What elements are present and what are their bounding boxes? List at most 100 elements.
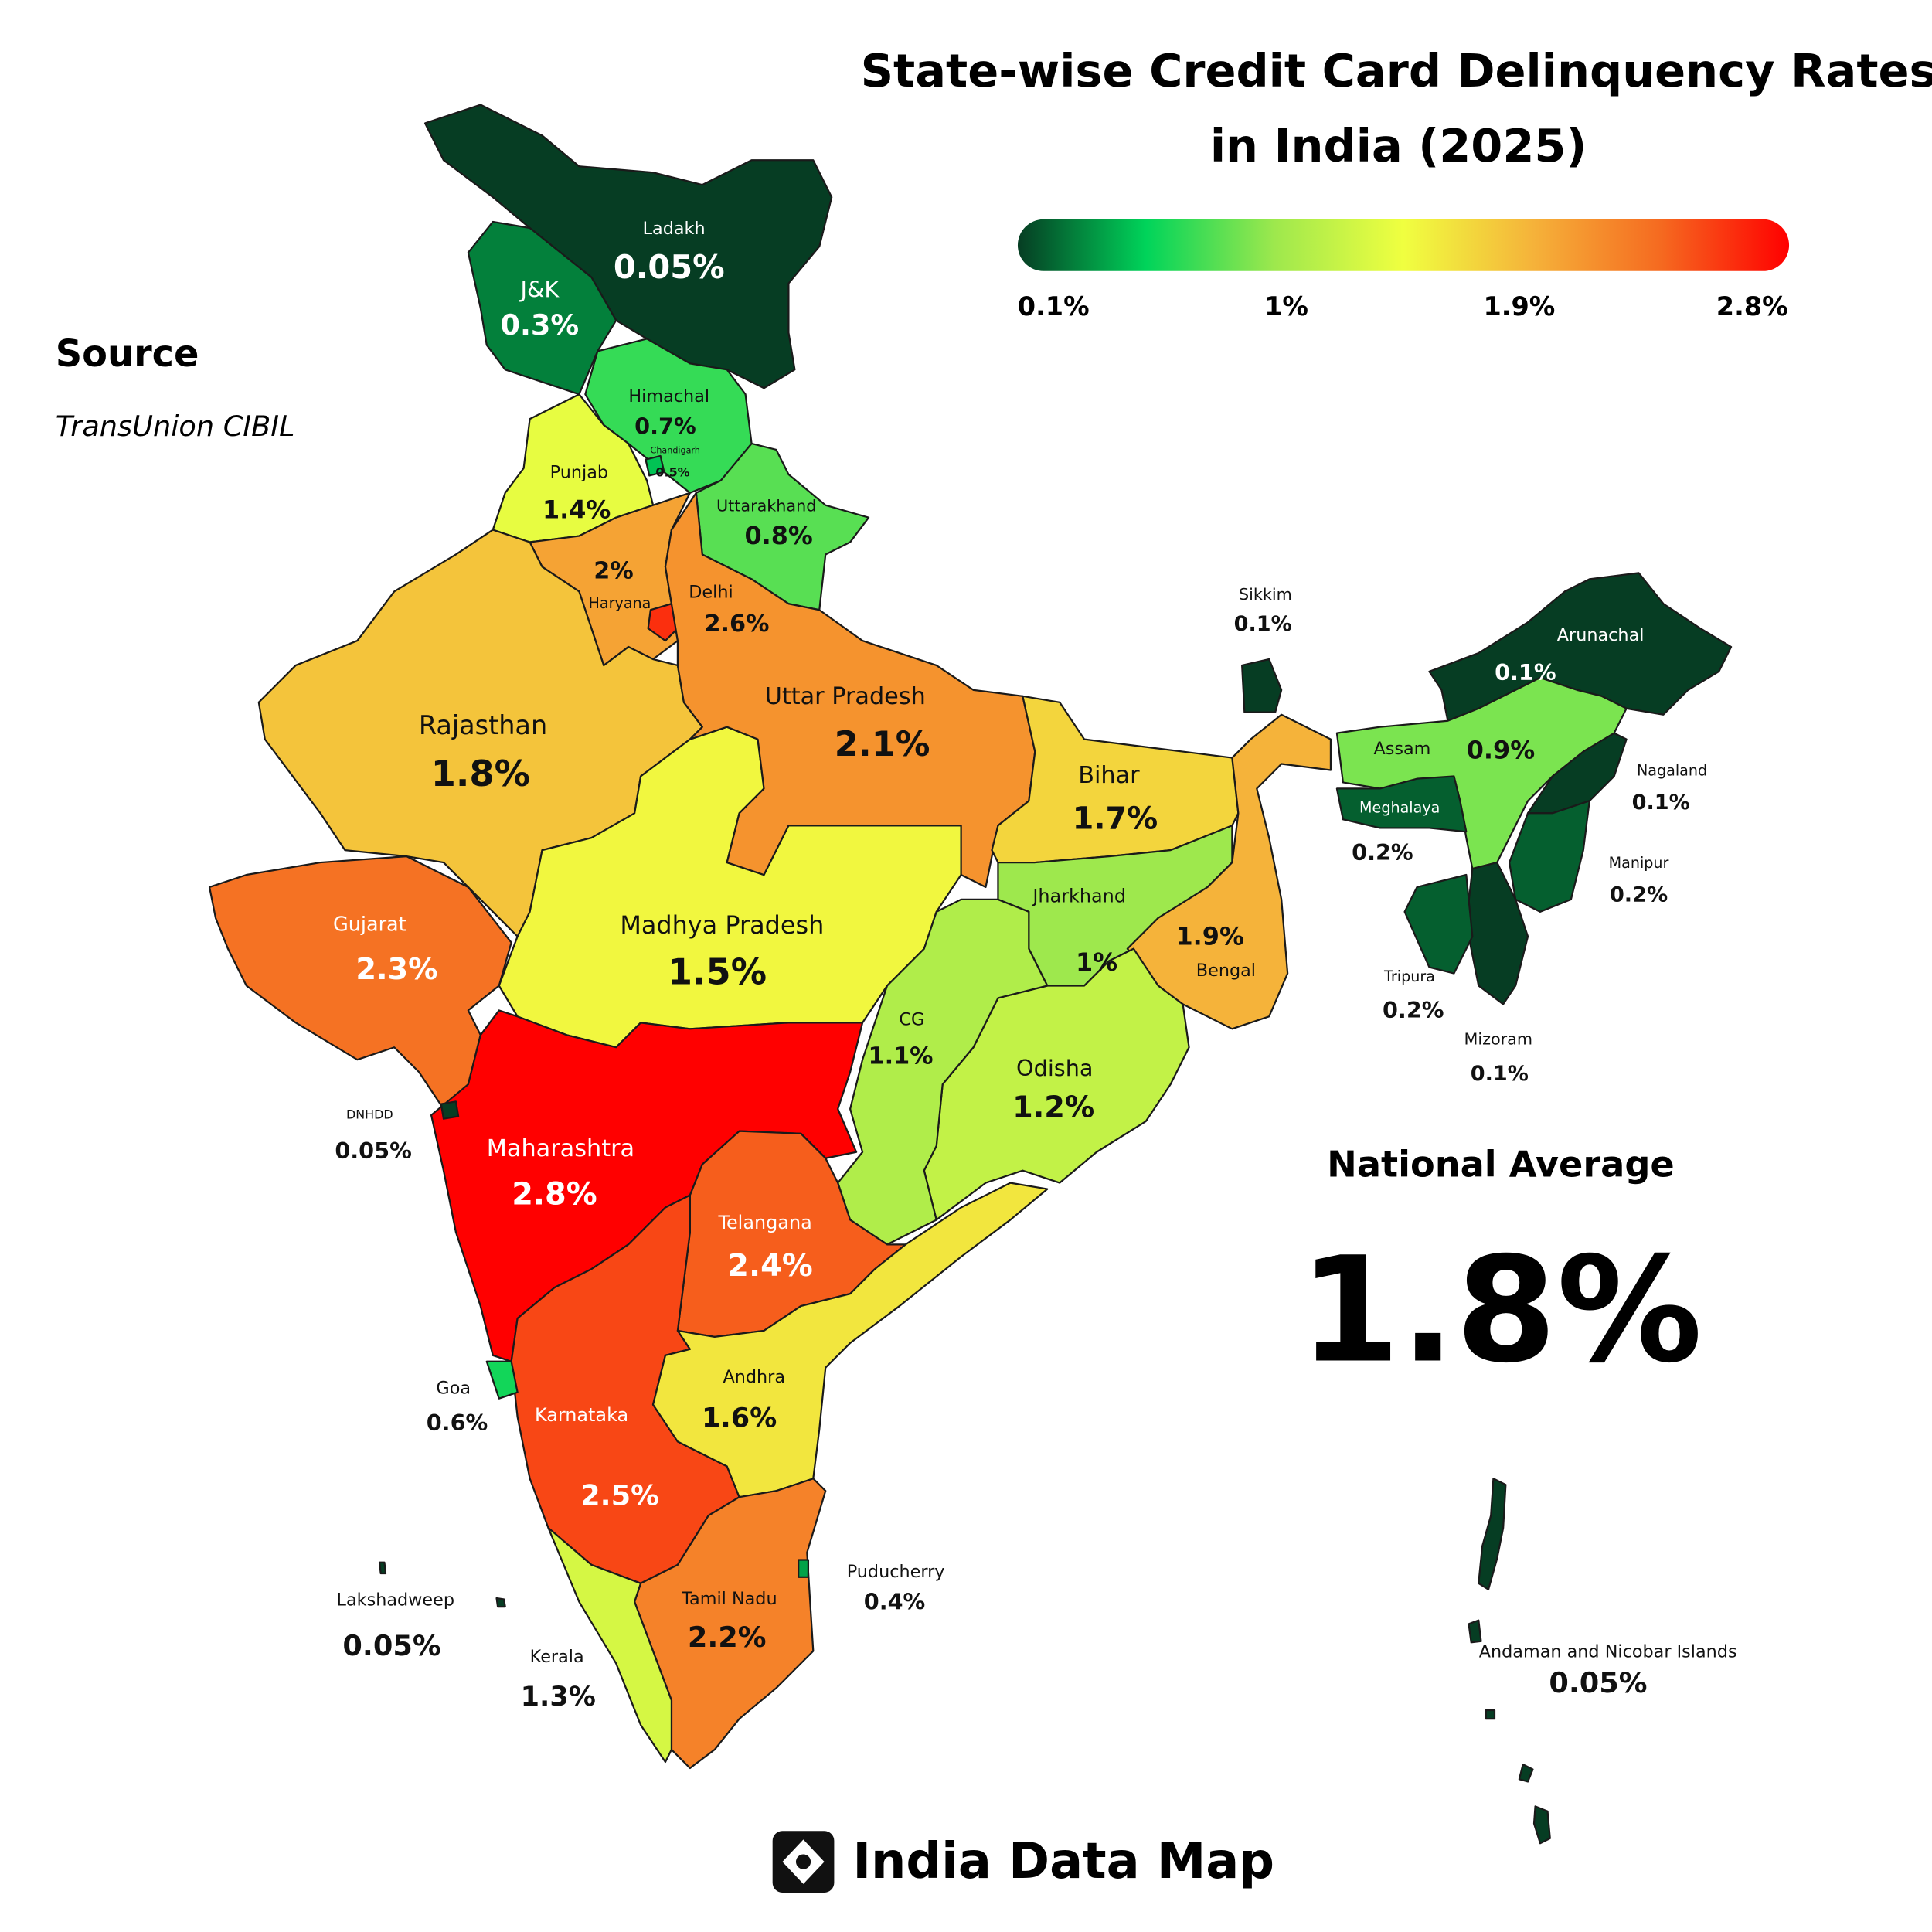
region-value: 1.8% <box>431 753 530 794</box>
region-name: Mizoram <box>1464 1030 1532 1049</box>
region-name: DNHDD <box>346 1107 393 1121</box>
region-value: 1.1% <box>869 1043 934 1070</box>
region-name: Punjab <box>550 463 608 483</box>
region <box>1241 658 1283 713</box>
region <box>651 1182 1049 1498</box>
region-value: 1.6% <box>702 1403 777 1434</box>
source-heading: Source <box>56 333 199 376</box>
region-name: Odisha <box>1016 1055 1093 1081</box>
colorbar-tick-label: 1.9% <box>1483 291 1555 321</box>
region-value: 0.05% <box>614 249 725 286</box>
region-name: Manipur <box>1609 854 1669 872</box>
region <box>664 492 1036 889</box>
region-value: 2.6% <box>704 611 769 638</box>
map <box>208 104 1733 1845</box>
region-name: Uttar Pradesh <box>765 683 926 710</box>
region-value: 0.8% <box>744 521 812 550</box>
title-line: State-wise Credit Card Delinquency Rates <box>861 44 1932 97</box>
region <box>1532 1805 1551 1845</box>
region-name: Himachal <box>628 386 709 406</box>
region-name: Ladakh <box>643 219 706 239</box>
region-name: Chandigarh <box>651 446 700 456</box>
region-value: 0.1% <box>1471 1062 1529 1086</box>
region-name: Uttarakhand <box>716 496 816 515</box>
region-name: Andaman and Nicobar Islands <box>1479 1642 1737 1662</box>
colorbar-tick-label: 1% <box>1264 291 1308 321</box>
region <box>798 1559 810 1578</box>
source: TransUnion CIBIL <box>56 410 295 443</box>
region-value: 0.1% <box>1632 791 1690 815</box>
region <box>485 1360 519 1400</box>
region-value: 2.3% <box>355 952 437 987</box>
region-value: 0.5% <box>655 465 689 480</box>
region <box>1126 713 1332 1030</box>
region <box>837 898 1049 1246</box>
labels: Ladakh 0.05% J&K 0.3% Himachal 0.7% Punjab 1.4%… <box>333 219 1737 1713</box>
region-name: CG <box>899 1010 924 1030</box>
region <box>633 1478 827 1770</box>
region-value: 2% <box>594 557 633 584</box>
region-name: Delhi <box>689 582 733 602</box>
region-value: 0.9% <box>1467 736 1535 765</box>
region-value: 0.3% <box>501 308 580 342</box>
region <box>495 1597 506 1608</box>
region <box>547 1526 673 1764</box>
region <box>1509 800 1590 913</box>
title-line: in India (2025) <box>1210 119 1587 172</box>
region-value: 2.2% <box>688 1621 767 1654</box>
region-name: Assam <box>1373 739 1430 759</box>
region-value: 0.7% <box>634 413 696 439</box>
colorbar-tick-label: 2.8% <box>1716 291 1788 321</box>
region-value: 0.1% <box>1234 612 1292 636</box>
region-name: Tamil Nadu <box>681 1589 777 1609</box>
region-name: Goa <box>436 1378 471 1398</box>
region-name: J&K <box>519 276 560 302</box>
national-average-title: National Average <box>1327 1143 1675 1185</box>
region <box>467 220 617 396</box>
region-value: 0.05% <box>335 1138 412 1164</box>
region-value: 0.05% <box>1549 1666 1647 1699</box>
region-name: Puducherry <box>847 1562 945 1582</box>
region-name: Arunachal <box>1557 625 1645 645</box>
region-name: Andhra <box>723 1367 785 1387</box>
region <box>645 454 665 477</box>
region <box>1478 1478 1507 1590</box>
region-value: 2.4% <box>727 1248 813 1284</box>
region-value: 2.8% <box>512 1177 597 1213</box>
region-name: Maharashtra <box>487 1135 634 1162</box>
region-name: Madhya Pradesh <box>620 910 824 940</box>
region-value: 1.5% <box>668 951 767 993</box>
region-value: 0.2% <box>1352 839 1413 866</box>
region-value: 1.3% <box>521 1681 596 1713</box>
region-name: Bihar <box>1078 762 1140 789</box>
region <box>378 1561 387 1575</box>
region <box>1468 1619 1482 1644</box>
region-name: Telangana <box>717 1212 811 1233</box>
region-value: 1.4% <box>543 495 611 525</box>
region-name: Nagaland <box>1637 762 1707 780</box>
region <box>440 1100 460 1120</box>
region-value: 0.05% <box>342 1629 440 1662</box>
region-value: 1.9% <box>1175 921 1243 951</box>
region-value: 0.4% <box>864 1588 926 1614</box>
region-value: 2.5% <box>580 1479 659 1512</box>
region-name: Haryana <box>589 594 651 612</box>
region <box>1335 775 1468 833</box>
region-value: 0.2% <box>1610 883 1668 907</box>
region-name: Meghalaya <box>1359 798 1440 816</box>
region-value: 2.1% <box>835 724 930 764</box>
region-name: Karnataka <box>535 1404 628 1426</box>
region-name: Kerala <box>530 1647 584 1667</box>
region-name: Lakshadweep <box>337 1590 455 1611</box>
region <box>647 603 679 642</box>
national-average-value: 1.8% <box>1299 1226 1702 1395</box>
region-value: 1.2% <box>1012 1090 1094 1124</box>
region-name: Tripura <box>1383 968 1435 985</box>
region-value: 0.1% <box>1495 659 1556 685</box>
region <box>1485 1709 1496 1720</box>
region-value: 0.6% <box>427 1410 488 1436</box>
region-value: 1% <box>1076 947 1117 977</box>
region <box>1518 1764 1534 1783</box>
region-value: 0.2% <box>1383 997 1444 1023</box>
